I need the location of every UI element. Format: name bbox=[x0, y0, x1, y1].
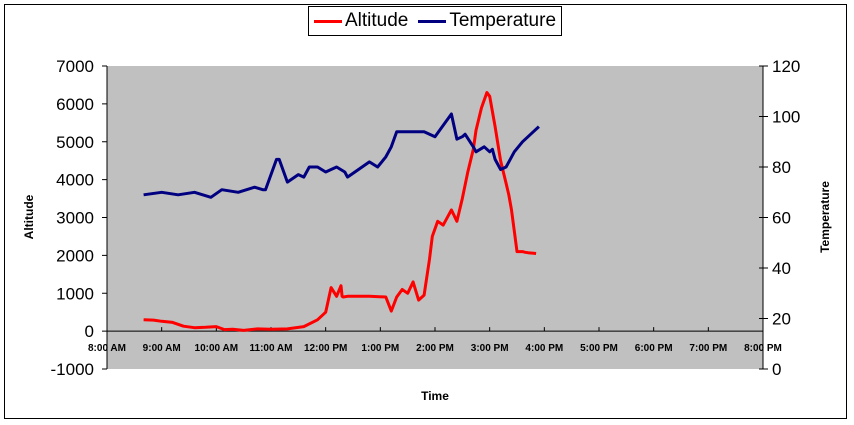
legend-label-temperature: Temperature bbox=[449, 10, 557, 31]
plot-area bbox=[107, 66, 763, 369]
left-axis-tick-label: 5000 bbox=[56, 133, 94, 152]
x-axis-title: Time bbox=[421, 389, 449, 403]
chart-legend: Altitude Temperature bbox=[308, 6, 562, 36]
x-axis-tick-label: 2:00 PM bbox=[416, 343, 454, 354]
legend-label-altitude: Altitude bbox=[344, 10, 409, 31]
x-axis-tick-label: 12:00 PM bbox=[304, 343, 347, 354]
x-axis-tick-label: 8:00 AM bbox=[88, 343, 126, 354]
data-series bbox=[143, 91, 540, 332]
right-axis-tick-label: 0 bbox=[772, 360, 781, 379]
right-axis-tick-label: 60 bbox=[772, 209, 791, 228]
right-axis-tick-label: 100 bbox=[772, 108, 800, 127]
x-axis-tick-label: 3:00 PM bbox=[471, 343, 509, 354]
x-axis-tick-label: 5:00 PM bbox=[580, 343, 618, 354]
x-axis-tick-label: 6:00 PM bbox=[635, 343, 673, 354]
left-y-axis: 7000 6000 5000 4000 3000 2000 1000 0 -1000 bbox=[51, 57, 108, 379]
left-axis-tick-label: 1000 bbox=[56, 284, 94, 303]
left-axis-tick-label: 6000 bbox=[56, 95, 94, 114]
right-axis-title: Temperature bbox=[818, 181, 832, 253]
left-axis-tick-label: -1000 bbox=[51, 360, 94, 379]
left-axis-tick-label: 2000 bbox=[56, 246, 94, 265]
x-axis-tick-label: 11:00 AM bbox=[250, 343, 293, 354]
right-axis-tick-label: 20 bbox=[772, 310, 791, 329]
legend-item-altitude: Altitude bbox=[313, 10, 409, 32]
left-axis-tick-label: 7000 bbox=[56, 57, 94, 76]
temperature-line-swatch-icon bbox=[418, 19, 447, 23]
left-axis-tick-label: 3000 bbox=[56, 209, 94, 228]
legend-item-temperature: Temperature bbox=[418, 10, 556, 32]
left-axis-title: Altitude bbox=[22, 194, 36, 239]
x-axis-tick-label: 7:00 PM bbox=[689, 343, 727, 354]
altitude-line-swatch-icon bbox=[313, 19, 342, 23]
left-axis-tick-label: 4000 bbox=[56, 171, 94, 190]
left-axis-tick-label: 0 bbox=[85, 322, 94, 341]
x-axis-tick-label: 10:00 AM bbox=[195, 343, 239, 354]
right-y-axis: 120 100 80 60 40 20 0 bbox=[759, 57, 800, 379]
x-axis-tick-label: 8:00 PM bbox=[744, 343, 782, 354]
x-axis-tick-label: 4:00 PM bbox=[525, 343, 563, 354]
altitude-line bbox=[143, 91, 537, 332]
temperature-line bbox=[143, 112, 540, 199]
x-axis-tick-label: 9:00 AM bbox=[143, 343, 181, 354]
x-axis-tick-label: 1:00 PM bbox=[361, 343, 399, 354]
right-axis-tick-label: 120 bbox=[772, 57, 800, 76]
x-axis: 8:00 AM 9:00 AM 10:00 AM 11:00 AM 12:00 PM 1:… bbox=[88, 327, 782, 354]
right-axis-tick-label: 40 bbox=[772, 259, 791, 278]
right-axis-tick-label: 80 bbox=[772, 158, 791, 177]
